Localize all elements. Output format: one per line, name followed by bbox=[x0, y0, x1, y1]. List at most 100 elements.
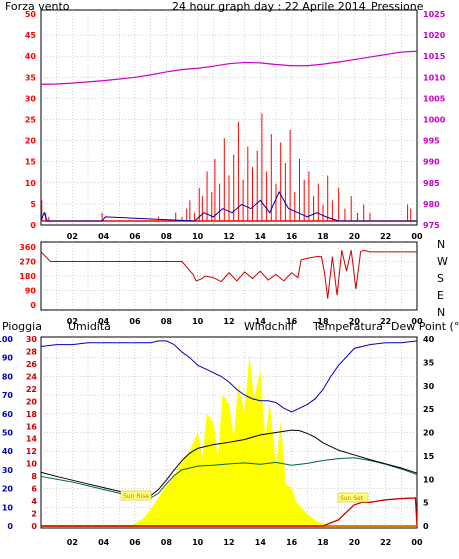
pressure-tick-label: 1000 bbox=[423, 116, 446, 125]
rain-tick-label: 4 bbox=[31, 497, 37, 506]
compass-n-top: N bbox=[437, 238, 445, 251]
weather-x-tick-label: 18 bbox=[317, 538, 329, 547]
humidity-axis-label: Umidita bbox=[68, 320, 111, 333]
direction-x-tick-label: 12 bbox=[223, 317, 234, 326]
dewpoint-label: Dew Point (°C bbox=[391, 320, 459, 333]
rain-tick-label: 10 bbox=[26, 460, 38, 469]
wind-axis-label: Forza vento bbox=[5, 0, 70, 13]
pressure-tick-label: 980 bbox=[423, 200, 440, 209]
pressure-tick-label: 1010 bbox=[423, 73, 446, 82]
compass-w: W bbox=[437, 255, 448, 268]
humidity-tick-label: 100 bbox=[0, 335, 13, 344]
pressure-tick-label: 1015 bbox=[423, 52, 446, 61]
direction-x-tick-label: 10 bbox=[192, 317, 204, 326]
compass-n-bottom: N bbox=[437, 306, 445, 319]
pressure-tick-label: 1025 bbox=[423, 10, 446, 19]
rain-tick-label: 30 bbox=[26, 335, 38, 344]
rain-tick-label: 6 bbox=[31, 485, 37, 494]
wind-tick-label: 30 bbox=[25, 94, 37, 103]
wind-tick-label: 5 bbox=[30, 200, 36, 209]
direction-x-tick-label: 00 bbox=[411, 317, 423, 326]
humidity-tick-label: 70 bbox=[2, 391, 14, 400]
rain-tick-label: 24 bbox=[26, 372, 38, 381]
direction-x-tick-label: 08 bbox=[161, 317, 173, 326]
direction-x-tick-label: 06 bbox=[129, 317, 141, 326]
temperature-tick-label: 40 bbox=[423, 335, 435, 344]
wind-x-tick-label: 04 bbox=[98, 232, 110, 241]
windchill-label: Windchill bbox=[244, 320, 294, 333]
rain-tick-label: 12 bbox=[26, 447, 37, 456]
temperature-label: Temperatura bbox=[312, 320, 383, 333]
humidity-tick-label: 80 bbox=[2, 372, 14, 381]
wind-tick-label: 15 bbox=[25, 158, 37, 167]
pressure-tick-label: 990 bbox=[423, 158, 440, 167]
direction-tick-label: 270 bbox=[19, 258, 36, 267]
humidity-tick-label: 60 bbox=[2, 410, 14, 419]
humidity-tick-label: 0 bbox=[7, 522, 13, 531]
weather-x-tick-label: 08 bbox=[161, 538, 173, 547]
pressure-tick-label: 1005 bbox=[423, 94, 446, 103]
wind-x-tick-label: 00 bbox=[411, 232, 423, 241]
pressure-axis-label: Pressione bbox=[371, 0, 424, 13]
direction-tick-label: 90 bbox=[25, 287, 37, 296]
compass-e: E bbox=[437, 289, 444, 302]
wind-tick-label: 50 bbox=[25, 10, 37, 19]
humidity-tick-label: 10 bbox=[2, 503, 14, 512]
weather-x-tick-label: 00 bbox=[411, 538, 423, 547]
rain-tick-label: 2 bbox=[31, 510, 37, 519]
pressure-tick-label: 1020 bbox=[423, 31, 446, 40]
wind-x-tick-label: 14 bbox=[255, 232, 267, 241]
temperature-tick-label: 15 bbox=[423, 452, 435, 461]
rain-tick-label: 16 bbox=[26, 422, 38, 431]
weather-x-tick-label: 10 bbox=[192, 538, 204, 547]
pressure-tick-label: 975 bbox=[423, 221, 440, 230]
rain-tick-label: 0 bbox=[31, 522, 37, 531]
pressure-tick-label: 995 bbox=[423, 137, 440, 146]
humidity-tick-label: 40 bbox=[2, 447, 14, 456]
compass-s: S bbox=[437, 272, 444, 285]
wind-x-tick-label: 12 bbox=[223, 232, 234, 241]
pressure-tick-label: 985 bbox=[423, 179, 440, 188]
direction-x-tick-label: 16 bbox=[286, 317, 298, 326]
temperature-tick-label: 20 bbox=[423, 429, 435, 438]
wind-tick-label: 20 bbox=[25, 137, 37, 146]
wind-x-tick-label: 02 bbox=[67, 232, 78, 241]
sunset-label: Sun Set bbox=[340, 495, 364, 502]
direction-x-tick-label: 22 bbox=[380, 317, 391, 326]
graph-title: 24 hour graph day : 22 Aprile 2014 bbox=[172, 0, 366, 13]
direction-tick-label: 360 bbox=[19, 243, 36, 252]
rain-tick-label: 14 bbox=[26, 435, 38, 444]
temperature-tick-label: 10 bbox=[423, 475, 435, 484]
rain-tick-label: 22 bbox=[26, 385, 37, 394]
direction-x-tick-label: 04 bbox=[98, 317, 110, 326]
temperature-tick-label: 30 bbox=[423, 382, 435, 391]
wind-x-tick-label: 16 bbox=[286, 232, 298, 241]
rain-tick-label: 18 bbox=[26, 410, 38, 419]
sunrise-label: Sun Rise bbox=[123, 493, 149, 500]
temperature-tick-label: 0 bbox=[423, 522, 429, 531]
direction-x-tick-label: 02 bbox=[67, 317, 78, 326]
weather-x-tick-label: 06 bbox=[129, 538, 141, 547]
direction-x-tick-label: 18 bbox=[317, 317, 329, 326]
direction-tick-label: 0 bbox=[30, 301, 36, 310]
wind-x-tick-label: 10 bbox=[192, 232, 204, 241]
pressure-line bbox=[40, 50, 418, 85]
data-series bbox=[40, 50, 418, 527]
humidity-tick-label: 30 bbox=[2, 466, 14, 475]
weather-x-tick-label: 20 bbox=[349, 538, 361, 547]
rain-line bbox=[41, 497, 418, 527]
wind-tick-label: 0 bbox=[30, 221, 36, 230]
wind-tick-label: 45 bbox=[25, 31, 37, 40]
direction-x-tick-label: 20 bbox=[349, 317, 361, 326]
rain-tick-label: 28 bbox=[26, 347, 38, 356]
wind-x-tick-label: 20 bbox=[349, 232, 361, 241]
sunrise-bubble: Sun Rise bbox=[120, 490, 152, 501]
temperature-tick-label: 25 bbox=[423, 405, 435, 414]
temperature-tick-label: 5 bbox=[423, 499, 429, 508]
wind-tick-label: 35 bbox=[25, 73, 37, 82]
wind-tick-label: 40 bbox=[25, 52, 37, 61]
weather-x-tick-label: 22 bbox=[380, 538, 391, 547]
rain-axis-label: Pioggia bbox=[2, 320, 42, 333]
